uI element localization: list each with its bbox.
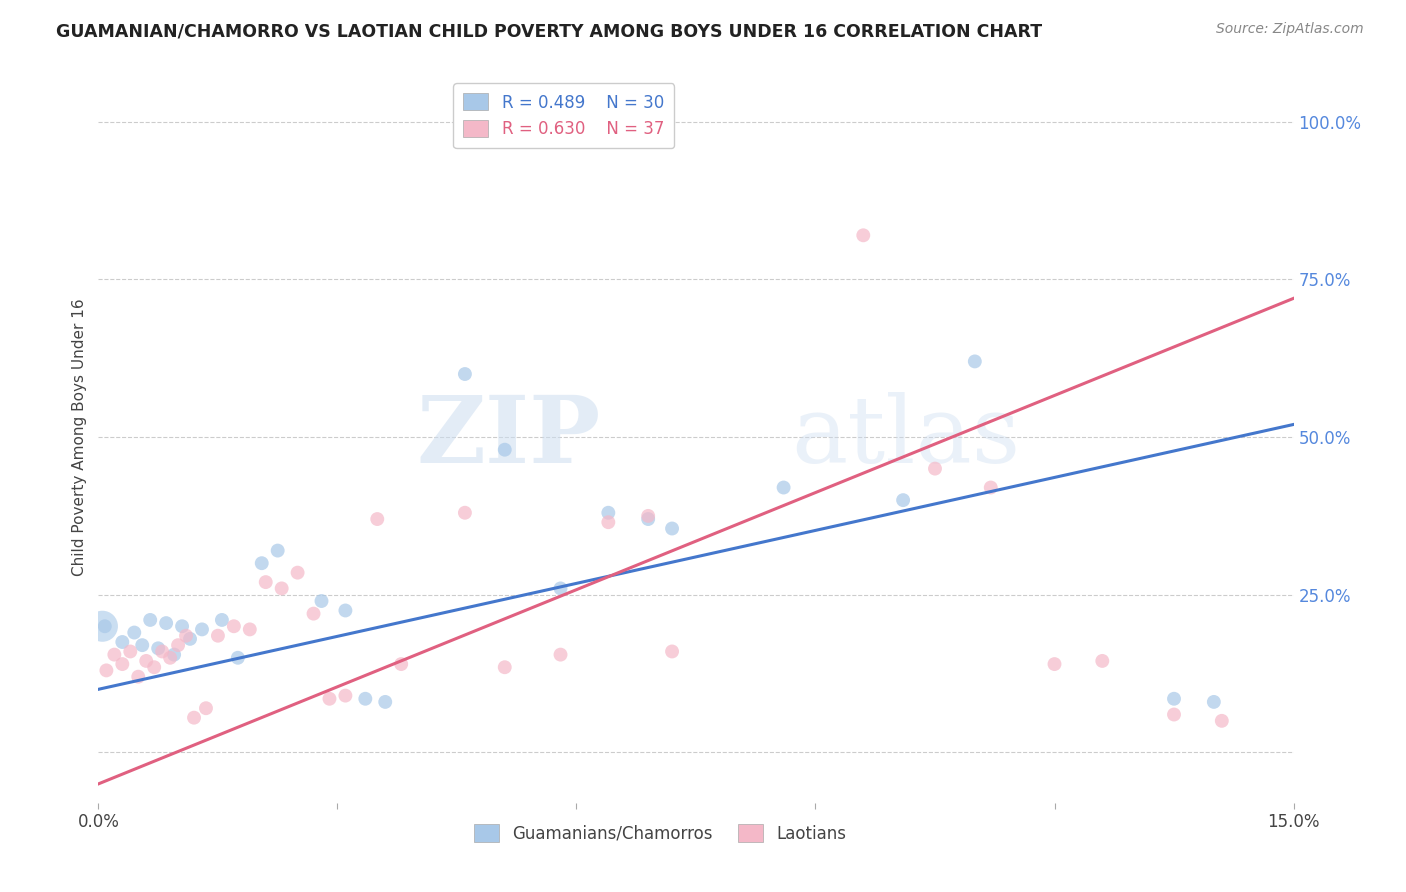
Text: ZIP: ZIP: [416, 392, 600, 482]
Point: [1202, 695, 1225, 709]
Point: [150, 644, 173, 658]
Point: [195, 701, 218, 715]
Point: [159, 650, 181, 665]
Point: [148, 641, 170, 656]
Point: [167, 638, 190, 652]
Point: [207, 629, 229, 643]
Point: [852, 228, 875, 243]
Point: [226, 650, 249, 665]
Point: [96, 664, 118, 678]
Point: [924, 461, 946, 475]
Y-axis label: Child Poverty Among Boys Under 16: Child Poverty Among Boys Under 16: [72, 298, 87, 576]
Point: [637, 512, 659, 526]
Point: [335, 689, 357, 703]
Point: [661, 644, 683, 658]
Point: [661, 521, 683, 535]
Point: [172, 619, 194, 633]
Point: [1163, 707, 1185, 722]
Point: [598, 506, 620, 520]
Point: [598, 515, 620, 529]
Point: [191, 623, 214, 637]
Point: [131, 638, 153, 652]
Point: [143, 660, 166, 674]
Point: [135, 654, 157, 668]
Point: [120, 644, 142, 658]
Point: [91, 619, 114, 633]
Point: [302, 607, 325, 621]
Point: [637, 508, 659, 523]
Point: [550, 582, 572, 596]
Point: [222, 619, 245, 633]
Point: [550, 648, 572, 662]
Point: [374, 695, 396, 709]
Point: [211, 613, 233, 627]
Text: Source: ZipAtlas.com: Source: ZipAtlas.com: [1216, 22, 1364, 37]
Point: [454, 367, 477, 381]
Point: [270, 582, 292, 596]
Point: [127, 670, 149, 684]
Point: [1091, 654, 1114, 668]
Point: [1043, 657, 1066, 671]
Point: [366, 512, 388, 526]
Point: [287, 566, 309, 580]
Point: [454, 506, 477, 520]
Point: [1163, 691, 1185, 706]
Point: [111, 635, 134, 649]
Point: [111, 657, 134, 671]
Point: [254, 575, 277, 590]
Point: [389, 657, 412, 671]
Point: [155, 616, 177, 631]
Point: [103, 648, 125, 662]
Point: [139, 613, 162, 627]
Point: [124, 625, 146, 640]
Point: [335, 603, 357, 617]
Point: [980, 481, 1002, 495]
Point: [1211, 714, 1233, 728]
Point: [318, 691, 340, 706]
Point: [163, 648, 186, 662]
Point: [179, 632, 201, 646]
Point: [354, 691, 377, 706]
Point: [267, 543, 290, 558]
Point: [311, 594, 333, 608]
Point: [494, 660, 516, 674]
Point: [891, 493, 914, 508]
Point: [494, 442, 516, 457]
Point: [174, 629, 197, 643]
Point: [772, 481, 794, 495]
Point: [239, 623, 262, 637]
Point: [183, 711, 205, 725]
Point: [250, 556, 273, 570]
Point: [963, 354, 986, 368]
Legend: Guamanians/Chamorros, Laotians: Guamanians/Chamorros, Laotians: [467, 818, 853, 849]
Text: atlas: atlas: [792, 392, 1021, 482]
Text: GUAMANIAN/CHAMORRO VS LAOTIAN CHILD POVERTY AMONG BOYS UNDER 16 CORRELATION CHAR: GUAMANIAN/CHAMORRO VS LAOTIAN CHILD POVE…: [56, 22, 1042, 40]
Point: [94, 619, 117, 633]
